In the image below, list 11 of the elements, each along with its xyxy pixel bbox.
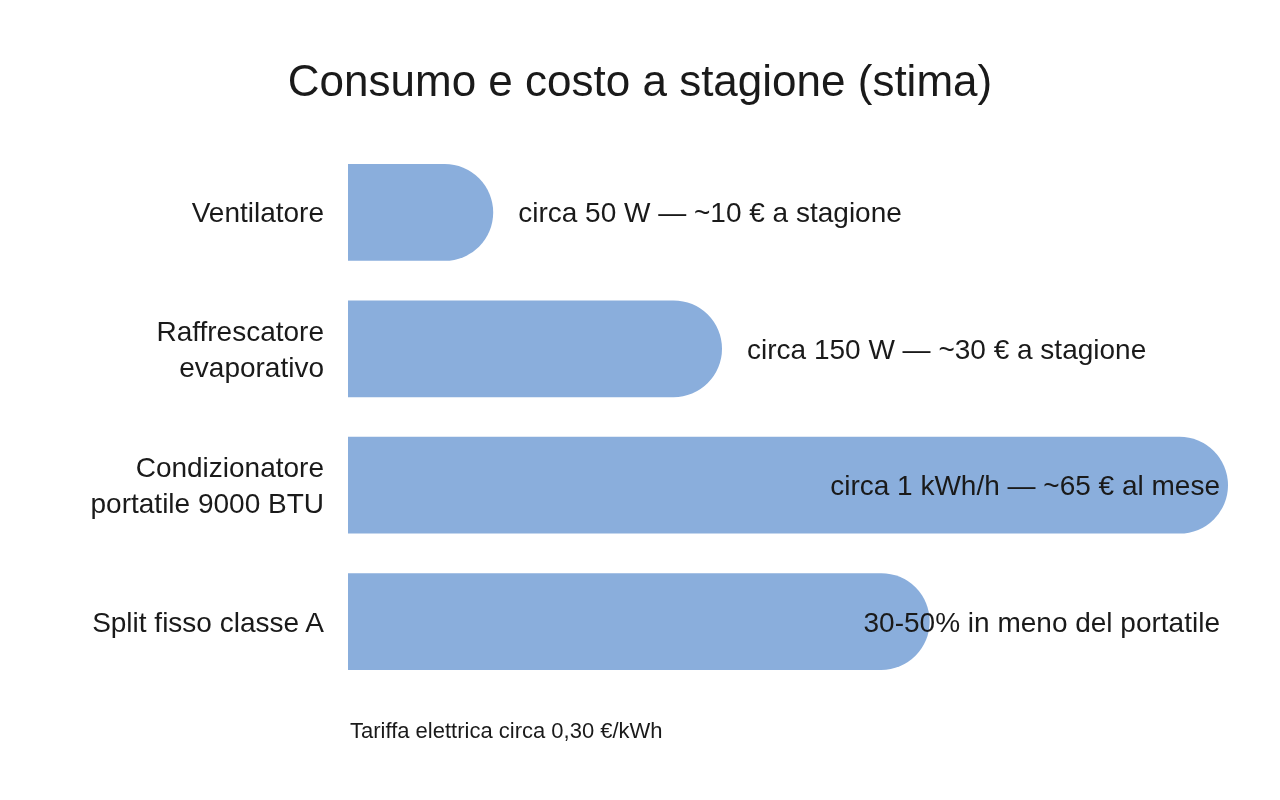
annotation: circa 150 W — ~30 € a stagione xyxy=(747,333,1147,365)
bar xyxy=(348,300,722,398)
annotation: circa 50 W — ~10 € a stagione xyxy=(518,197,902,229)
bar xyxy=(348,436,1228,534)
y-tick-label: Raffrescatore evaporativo xyxy=(156,315,324,383)
annotation: circa 1 kWh/h — ~65 € al mese xyxy=(830,470,1220,502)
y-tick-label: Split fisso classe A xyxy=(92,606,325,638)
chart-title: Consumo e costo a stagione (stima) xyxy=(287,56,993,105)
y-tick-label: Ventilatore xyxy=(191,197,324,229)
text: Tariffa elettrica circa 0,30 €/kWh xyxy=(350,718,663,743)
y-tick-label: Condizionatore portatile 9000 BTU xyxy=(90,452,324,520)
